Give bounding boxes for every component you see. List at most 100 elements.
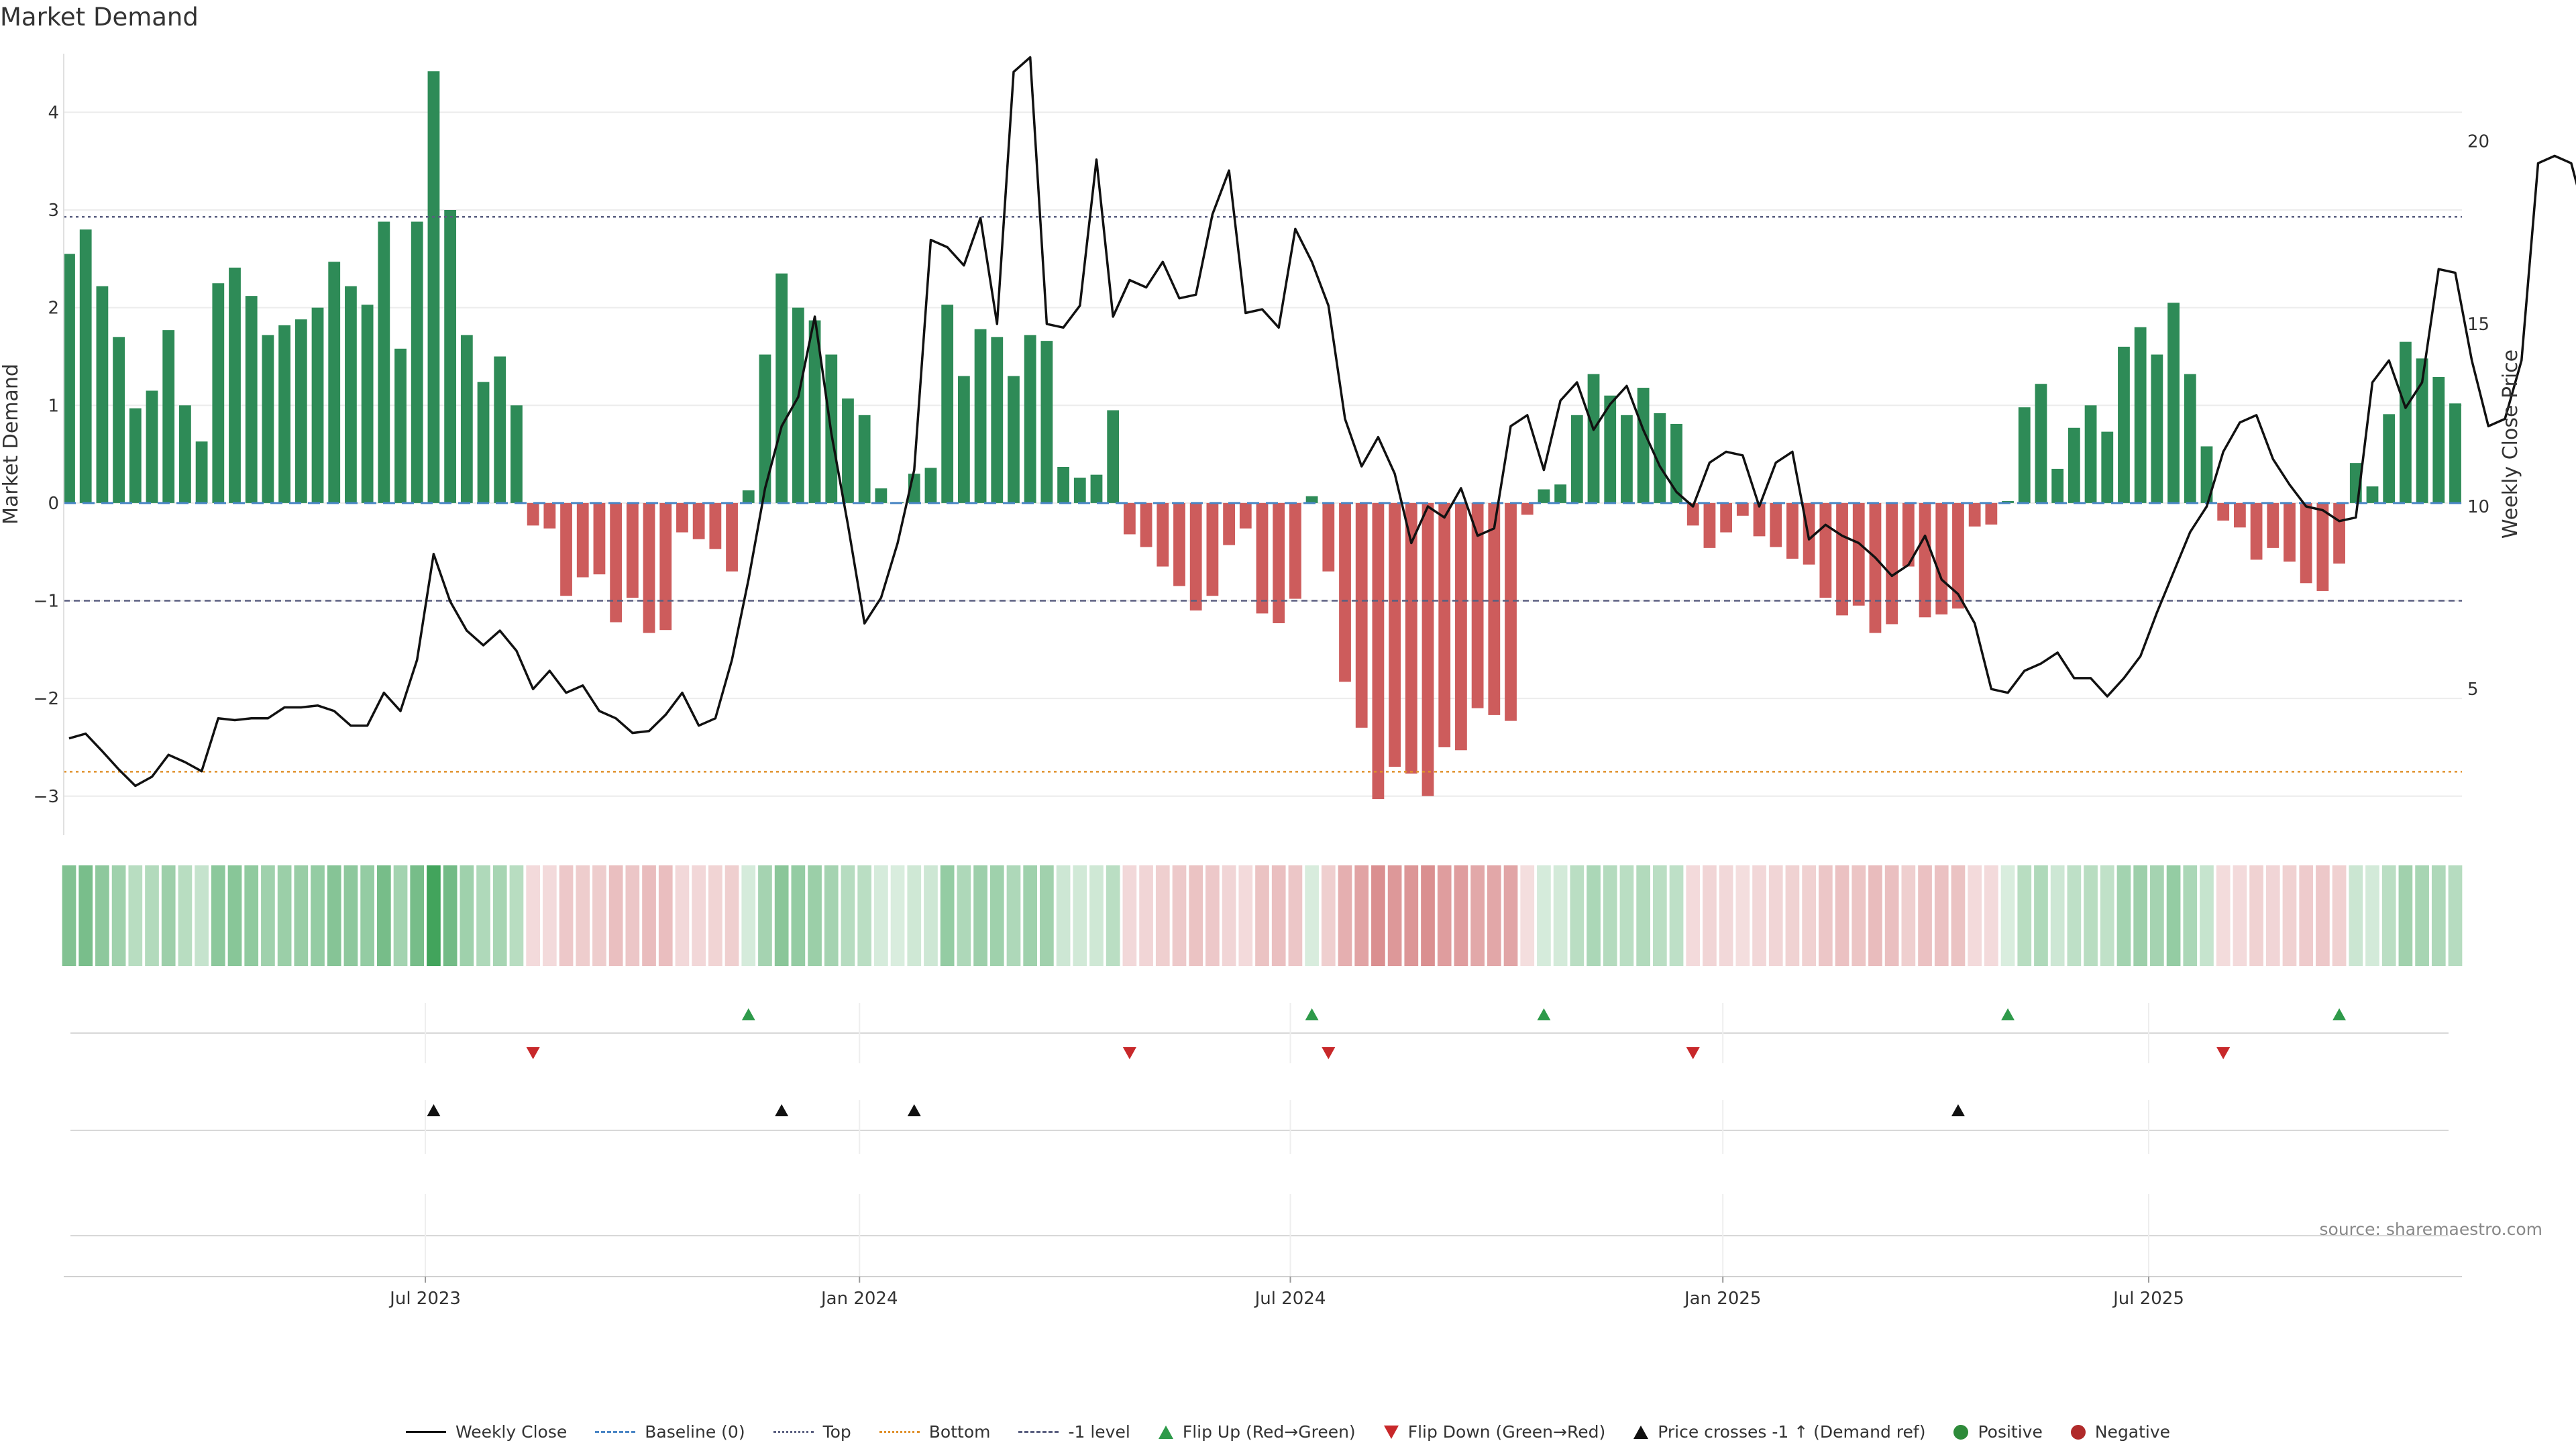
demand-bar	[792, 307, 804, 503]
heat-cell	[2365, 865, 2379, 966]
demand-bar	[1140, 502, 1152, 547]
legend-item: Bottom	[879, 1422, 991, 1442]
heat-cell	[1470, 865, 1485, 966]
heat-cell	[78, 865, 93, 966]
heat-cell	[2100, 865, 2114, 966]
heat-cell	[393, 865, 408, 966]
demand-bar	[1505, 502, 1517, 721]
heat-cell	[1503, 865, 1518, 966]
legend-swatch-icon	[1018, 1431, 1059, 1433]
heat-cell	[227, 865, 242, 966]
legend-swatch-icon	[773, 1431, 814, 1433]
heat-cell	[376, 865, 391, 966]
heat-cell	[1421, 865, 1435, 966]
legend-swatch-icon	[1158, 1425, 1173, 1439]
demand-bar	[427, 71, 440, 503]
heat-cell	[1205, 865, 1220, 966]
demand-bar	[1720, 502, 1733, 533]
heat-cell	[1321, 865, 1336, 966]
legend-label: -1 level	[1068, 1422, 1130, 1442]
heat-cell	[460, 865, 474, 966]
demand-bar	[1107, 410, 1120, 503]
heat-cell	[62, 865, 76, 966]
demand-bar	[726, 502, 738, 572]
demand-bar	[1256, 502, 1269, 614]
heat-cell	[973, 865, 987, 966]
demand-bar	[1919, 502, 1931, 618]
heat-cell	[2316, 865, 2330, 966]
demand-bar	[1157, 502, 1169, 567]
left-axis-label: Market Demand	[0, 364, 23, 525]
heat-cell	[2381, 865, 2396, 966]
demand-bar	[2118, 346, 2130, 503]
legend-swatch-icon	[1383, 1425, 1399, 1439]
heat-cell	[492, 865, 507, 966]
heat-cell	[1537, 865, 1551, 966]
heat-cell	[1802, 865, 1816, 966]
heat-cell	[708, 865, 722, 966]
demand-bar	[2416, 358, 2428, 503]
demand-bar	[1355, 502, 1368, 728]
heat-cell	[1603, 865, 1617, 966]
legend-label: Negative	[2094, 1422, 2171, 1442]
demand-bar	[195, 441, 208, 503]
heat-cell	[1768, 865, 1783, 966]
heat-cell	[1437, 865, 1452, 966]
price-cross-marker	[427, 1104, 441, 1116]
demand-bar	[1173, 502, 1185, 586]
heat-cell	[1570, 865, 1585, 966]
heat-cell	[774, 865, 789, 966]
demand-bar	[1206, 502, 1219, 596]
heat-cell	[2415, 865, 2429, 966]
date-tick-label: Jan 2024	[820, 1289, 898, 1309]
demand-bar	[1836, 502, 1848, 616]
heat-cell	[261, 865, 275, 966]
legend-label: Bottom	[928, 1422, 991, 1442]
demand-bar	[328, 262, 341, 503]
demand-bar	[2267, 502, 2279, 548]
demand-bar	[411, 221, 423, 503]
heat-cell	[1884, 865, 1899, 966]
demand-bar	[1604, 395, 1617, 503]
demand-bar	[1057, 466, 1069, 503]
heat-cell	[343, 865, 358, 966]
demand-bar	[2217, 502, 2230, 521]
demand-bar	[2051, 468, 2064, 503]
heat-cell	[1288, 865, 1303, 966]
demand-bar	[593, 502, 606, 575]
demand-bar	[129, 408, 142, 503]
demand-bar	[543, 502, 556, 529]
demand-bar	[1753, 502, 1766, 537]
flip-up-marker	[1305, 1008, 1319, 1020]
demand-bar	[875, 488, 888, 503]
demand-bar	[63, 254, 75, 503]
demand-bar	[2432, 377, 2445, 503]
left-tick-label: 3	[48, 201, 59, 221]
heat-cell	[2233, 865, 2247, 966]
demand-bar	[2101, 431, 2114, 503]
heat-cell	[924, 865, 938, 966]
demand-bar	[1189, 502, 1202, 611]
legend-item: Baseline (0)	[595, 1422, 745, 1442]
demand-bar	[2068, 427, 2080, 503]
heat-cell	[277, 865, 292, 966]
legend-swatch-icon	[2070, 1424, 2086, 1440]
legend-swatch-icon	[595, 1431, 636, 1433]
demand-bar	[1670, 423, 1682, 503]
legend-item: Flip Down (Green→Red)	[1383, 1422, 1605, 1442]
heat-cell	[1587, 865, 1601, 966]
heat-cell	[2448, 865, 2463, 966]
demand-bar	[709, 502, 722, 549]
demand-bar	[1538, 489, 1550, 503]
demand-bar	[1554, 484, 1567, 503]
heat-cell	[509, 865, 524, 966]
demand-bar	[477, 382, 490, 503]
demand-bar	[1952, 502, 1964, 609]
heat-cell	[1520, 865, 1535, 966]
price-cross-marker	[907, 1104, 921, 1116]
heat-cell	[1818, 865, 1833, 966]
demand-bar	[2284, 502, 2296, 562]
heat-cell	[1752, 865, 1766, 966]
heat-cell	[2398, 865, 2413, 966]
left-tick-label: −1	[34, 592, 59, 612]
